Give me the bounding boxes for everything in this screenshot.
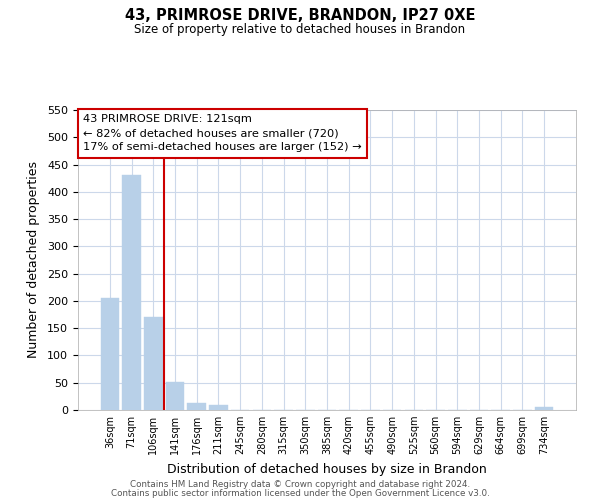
Bar [187,403,206,410]
Bar [209,405,227,410]
Text: Contains public sector information licensed under the Open Government Licence v3: Contains public sector information licen… [110,489,490,498]
Text: Contains HM Land Registry data © Crown copyright and database right 2024.: Contains HM Land Registry data © Crown c… [130,480,470,489]
Bar [122,176,141,410]
Text: 43 PRIMROSE DRIVE: 121sqm
← 82% of detached houses are smaller (720)
17% of semi: 43 PRIMROSE DRIVE: 121sqm ← 82% of detac… [83,114,362,152]
Bar [101,298,119,410]
Bar [144,318,163,410]
Y-axis label: Number of detached properties: Number of detached properties [27,162,40,358]
X-axis label: Distribution of detached houses by size in Brandon: Distribution of detached houses by size … [167,462,487,475]
Bar [535,408,553,410]
Text: Size of property relative to detached houses in Brandon: Size of property relative to detached ho… [134,22,466,36]
Text: 43, PRIMROSE DRIVE, BRANDON, IP27 0XE: 43, PRIMROSE DRIVE, BRANDON, IP27 0XE [125,8,475,22]
Bar [166,382,184,410]
